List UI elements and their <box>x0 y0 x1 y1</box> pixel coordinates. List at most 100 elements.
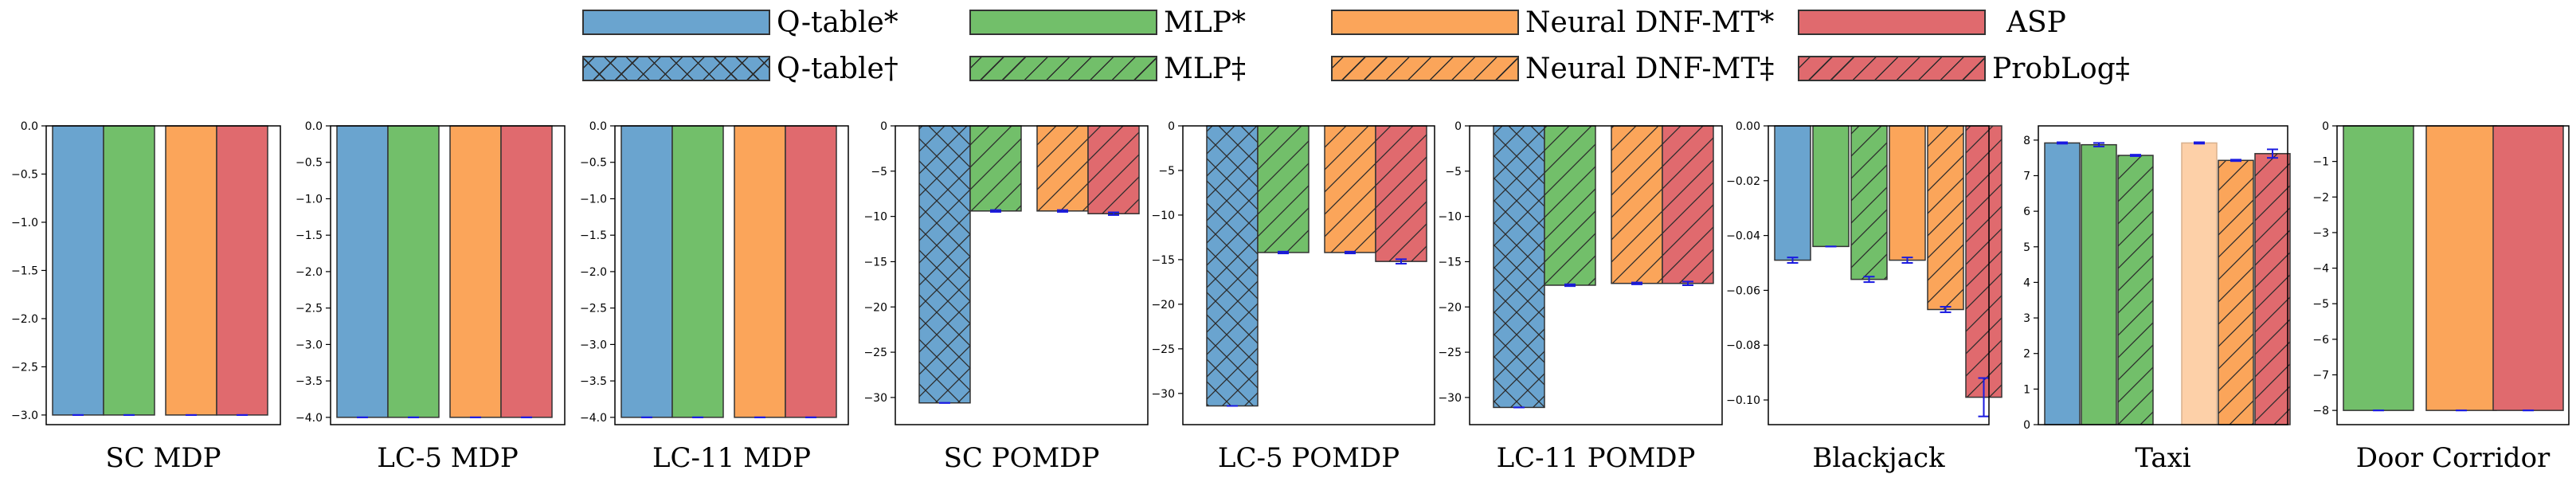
plot-frame <box>895 125 1149 425</box>
bar-1 <box>621 125 673 418</box>
bar-hatch-2 <box>1544 126 1595 285</box>
panel-title: Blackjack <box>1812 442 1945 474</box>
y-tick-label: −0.08 <box>1726 339 1760 352</box>
legend-label-problog-ddagger: ProbLog‡ <box>1992 52 2130 85</box>
y-tick-label: −20 <box>1438 301 1462 314</box>
y-tick-label: −3.5 <box>296 375 323 388</box>
y-tick-label: −25 <box>863 347 887 359</box>
panel-title: Door Corridor <box>2356 442 2551 474</box>
legend-swatch-qtable-dagger <box>582 56 770 81</box>
legend-label-qtable-star: Q-table* <box>777 6 898 39</box>
y-tick-label: −15 <box>863 256 887 268</box>
y-tick-label: 2 <box>2023 348 2030 361</box>
legend-swatch-ndnf-ddagger <box>1331 56 1519 81</box>
y-tick-label: −4 <box>2312 263 2329 276</box>
errorbar-2 <box>2093 142 2104 147</box>
y-tick-label: −0.04 <box>1726 230 1760 243</box>
y-tick-label: −3.0 <box>580 339 607 351</box>
y-tick-label: −30 <box>1151 388 1175 401</box>
panel-lc-11-mdp: 0.0 −0.5 −1.0 −1.5 −2.0 −2.5 −3.0 −3.5 −4.0 LC-11… <box>580 120 849 474</box>
panel-sc-mdp: 0.0 −0.5 −1.0 −1.5 −2.0 −2.5 −3.0 SC MDP <box>11 120 281 474</box>
y-tick-label: 3 <box>2023 312 2030 325</box>
legend-label-ndnf-star: Neural DNF-MT* <box>1525 6 1775 39</box>
panel-title: LC-5 MDP <box>377 442 518 474</box>
legend-item-mlp-star: MLP* <box>969 6 1246 39</box>
legend-item-problog-ddagger: ProbLog‡ <box>1798 52 2130 85</box>
panel-title: Taxi <box>2135 442 2190 474</box>
errorbar-4 <box>1396 258 1407 265</box>
bar-hatch-1 <box>1207 126 1258 406</box>
panel-lc-5-mdp: 0.0 −0.5 −1.0 −1.5 −2.0 −2.5 −3.0 −3.5 −4.0 LC-5 … <box>296 120 566 474</box>
bar-4 <box>2181 142 2218 425</box>
y-tick-label: −1.0 <box>11 217 38 229</box>
panel-title: SC MDP <box>105 442 221 474</box>
panel-door-corridor: 0 −1 −2 −3 −4 −5 −6 −7 −8 Door Corridor <box>2312 120 2570 474</box>
bar-hatch-3 <box>2118 155 2153 425</box>
legend-item-qtable-dagger: Q-table† <box>582 52 898 85</box>
y-tick-label: −6 <box>2312 334 2329 347</box>
bar-hatch-5 <box>2218 160 2253 425</box>
y-tick-label: −20 <box>1151 299 1175 312</box>
bar-hatch-4 <box>1662 126 1713 284</box>
bar-3 <box>2492 125 2564 411</box>
legend-label-ndnf-ddagger: Neural DNF-MT‡ <box>1525 52 1775 85</box>
y-tick-label: 0 <box>880 120 887 133</box>
legend-swatch-asp <box>1798 10 1986 35</box>
bar-3 <box>449 125 502 418</box>
y-tick-label: −3 <box>2312 227 2329 240</box>
errorbar-1 <box>1787 257 1799 265</box>
bar-hatch-6 <box>2255 153 2290 425</box>
y-tick-label: 0 <box>2322 120 2329 133</box>
panel-title: LC-5 POMDP <box>1218 442 1400 474</box>
y-tick-label: −1.0 <box>296 193 323 206</box>
bar-hatch-6 <box>1966 126 2002 398</box>
legend-label-mlp-ddagger: MLP‡ <box>1164 52 1246 85</box>
bar-2 <box>671 125 724 418</box>
y-tick-label: −30 <box>863 392 887 405</box>
legend-label-qtable-dagger: Q-table† <box>777 52 898 85</box>
plot-frame <box>45 125 281 425</box>
y-tick-label: −1 <box>2312 156 2329 169</box>
y-tick-label: −8 <box>2312 405 2329 417</box>
bar-2 <box>2425 125 2497 411</box>
panel-lc-11-pomdp: 0 −5 −10 −15 −20 −25 −30 LC-11 POMDP <box>1438 120 1723 474</box>
y-tick-label: −2.5 <box>580 303 607 315</box>
y-tick-label: −0.10 <box>1726 394 1760 407</box>
y-tick-label: −10 <box>1438 211 1462 224</box>
panel-blackjack: 0.00 −0.02 −0.04 −0.06 −0.08 −0.10 Blackjack <box>1726 120 2002 474</box>
bar-hatch-4 <box>1088 126 1139 214</box>
legend-swatch-problog-ddagger <box>1798 56 1986 81</box>
bar-1 <box>52 125 104 416</box>
y-tick-label: −25 <box>1438 347 1462 359</box>
legend-item-qtable-star: Q-table* <box>582 6 898 39</box>
bar-hatch-3 <box>1611 126 1662 284</box>
y-tick-label: 6 <box>2023 206 2030 218</box>
bar-hatch-4 <box>1376 126 1427 262</box>
errorbar-6 <box>2267 148 2278 159</box>
y-tick-label: 1 <box>2023 383 2030 396</box>
errorbar-3 <box>2130 154 2141 157</box>
y-tick-label: −0.5 <box>580 157 607 170</box>
y-tick-label: −0.02 <box>1726 175 1760 188</box>
y-tick-label: −0.06 <box>1726 284 1760 297</box>
y-tick-label: −2.0 <box>296 266 323 279</box>
legend-swatch-mlp-star <box>969 10 1157 35</box>
bar-2 <box>387 125 440 418</box>
y-tick-label: −7 <box>2312 370 2329 382</box>
y-tick-label: −2 <box>2312 191 2329 204</box>
panel-title: SC POMDP <box>944 442 1100 474</box>
bar-hatch-3 <box>1325 126 1376 253</box>
y-tick-label: −10 <box>1151 210 1175 222</box>
y-tick-label: 0 <box>2023 419 2030 432</box>
y-tick-label: −5 <box>2312 298 2329 311</box>
panel-lc-5-pomdp: 0 −5 −10 −15 −20 −25 −30 LC-5 POMDP <box>1151 120 1435 474</box>
panel-sc-pomdp: 0 −5 −10 −15 −20 −25 −30 SC POMDP <box>863 120 1149 474</box>
y-tick-label: 5 <box>2023 241 2030 254</box>
bar-hatch-5 <box>1928 126 1963 310</box>
y-tick-label: −3.0 <box>296 339 323 351</box>
legend: Q-table* MLP* Neural DNF-MT* ASP Q-table… <box>0 0 2576 104</box>
bar-2 <box>103 125 155 416</box>
y-tick-label: −10 <box>863 211 887 224</box>
y-tick-label: 8 <box>2023 135 2030 147</box>
